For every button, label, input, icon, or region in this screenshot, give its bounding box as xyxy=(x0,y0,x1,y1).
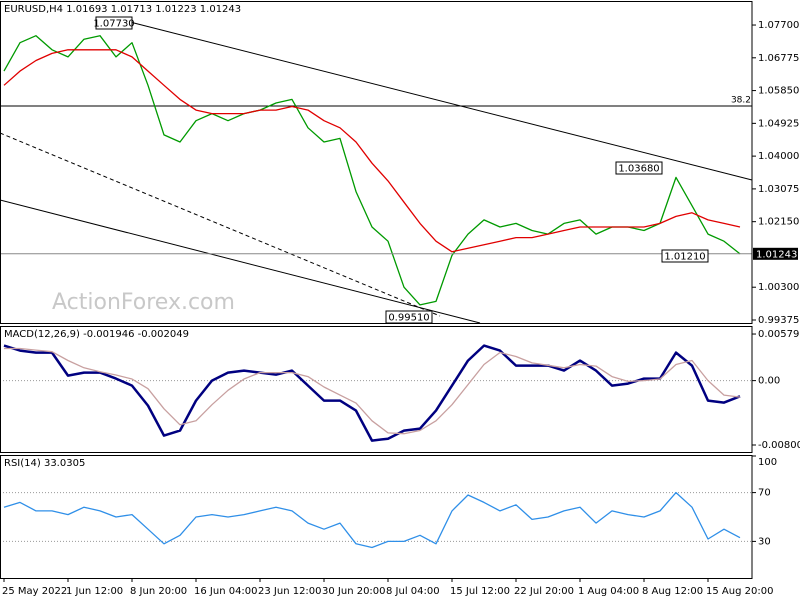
series-layer xyxy=(0,35,752,549)
x-tick-label: 8 Jun 20:00 xyxy=(130,586,187,597)
x-tick-label: 15 Jul 12:00 xyxy=(450,586,510,597)
annotation-box xyxy=(95,16,133,30)
panel-title: RSI(14) 33.0305 xyxy=(4,458,85,469)
y-tick-label: 0.005796 xyxy=(758,329,800,340)
last-price-label: 1.01243 xyxy=(756,249,797,260)
x-tick-label: 16 Jun 04:00 xyxy=(194,586,258,597)
x-tick-label: 15 Aug 20:00 xyxy=(706,586,773,597)
series-line xyxy=(4,347,741,435)
x-tick-label: 30 Jun 20:00 xyxy=(322,586,386,597)
y-tick-label: 30 xyxy=(758,536,771,547)
x-tick-label: 22 Jul 20:00 xyxy=(514,586,574,597)
y-tick-label: -0.008009 xyxy=(758,440,800,451)
panel-title: MACD(12,26,9) -0.001946 -0.002049 xyxy=(4,329,189,340)
y-tick-label: 1.05850 xyxy=(758,86,799,97)
x-tick-label: 1 Jun 12:00 xyxy=(66,586,123,597)
y-tick-label: 1.04925 xyxy=(758,118,799,129)
series-line xyxy=(3,491,741,549)
y-tick-label: 0.00 xyxy=(758,376,780,387)
x-tick-label: 1 Aug 04:00 xyxy=(578,586,639,597)
series-line xyxy=(3,49,741,253)
channel-upper xyxy=(129,21,753,181)
watermark: ActionForex.com xyxy=(52,290,235,315)
x-tick-label: 23 Jun 12:00 xyxy=(258,586,322,597)
annotation: 0.99510 xyxy=(388,313,429,324)
panel-title: EURUSD,H4 1.01693 1.01713 1.01223 1.0124… xyxy=(4,4,241,15)
x-tick-label: 8 Aug 12:00 xyxy=(642,586,703,597)
annotation: 1.01210 xyxy=(664,252,705,263)
panel-frame xyxy=(0,326,753,453)
last-price-box xyxy=(753,247,798,260)
y-tick-label: 1.07700 xyxy=(758,20,799,31)
panel-frame xyxy=(0,455,753,579)
x-tick-label: 8 Jul 04:00 xyxy=(386,586,440,597)
annotation: 1.07730 xyxy=(93,19,134,30)
y-tick-label: 1.04000 xyxy=(758,151,799,162)
series-line xyxy=(3,344,741,442)
y-tick-label: 1.00300 xyxy=(758,282,799,293)
x-tick-label: 25 May 2022 xyxy=(2,586,67,597)
annotation-box xyxy=(661,249,709,263)
y-tick-label: 1.06775 xyxy=(758,53,799,64)
fib-level-label: 38.2 xyxy=(731,96,751,106)
y-tick-label: 70 xyxy=(758,488,771,499)
y-tick-label: 100 xyxy=(758,457,777,468)
channel-lower xyxy=(0,199,481,324)
annotation-box xyxy=(615,161,663,175)
y-tick-label: 1.02150 xyxy=(758,217,799,228)
channel-mid xyxy=(0,132,441,317)
y-tick-label: 1.03075 xyxy=(758,184,799,195)
annotation: 1.03680 xyxy=(618,164,659,175)
y-tick-label: 0.99375 xyxy=(758,315,799,326)
panel-frame xyxy=(0,1,753,324)
